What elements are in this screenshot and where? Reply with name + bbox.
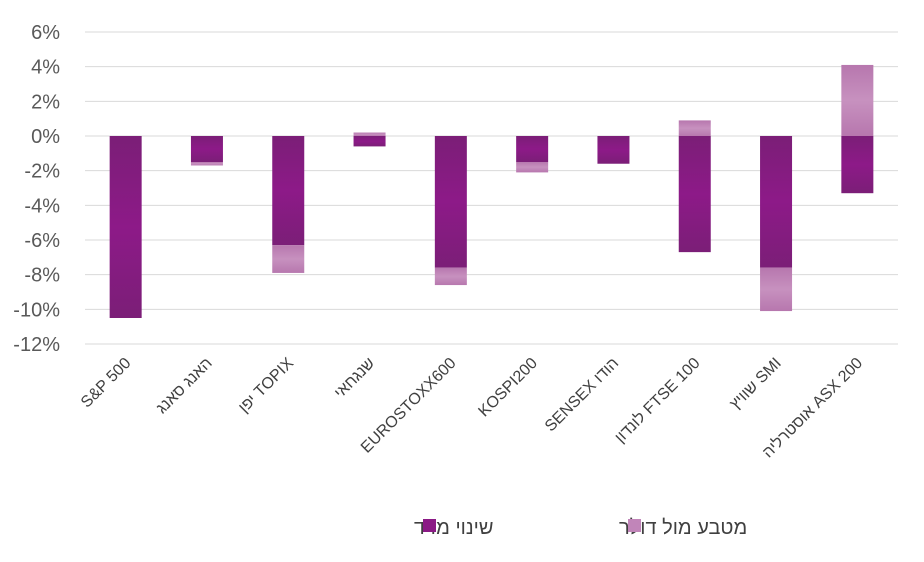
y-tick-label: -2% (24, 161, 60, 183)
bar-segment-currency (434, 267, 467, 286)
legend-swatch-currency (628, 519, 641, 532)
legend: שינוי מדד מטבע מול דולר (414, 517, 747, 539)
legend-swatch-index-change (423, 519, 436, 532)
bar-segment-index-change (760, 136, 793, 268)
x-tick-label: שנגחאי (331, 355, 378, 402)
bar-segment-index-change (434, 136, 467, 268)
legend-label-currency: מטבע מול דולר (619, 517, 747, 539)
y-tick-label: 2% (31, 91, 60, 113)
y-tick-label: -8% (24, 265, 60, 287)
bar-segment-currency (678, 120, 711, 136)
bar-segment-currency (841, 64, 874, 136)
bar-segment-currency (190, 162, 223, 166)
x-axis-ticks: S&P 500 האנג סאנג יפן TOPIX שנגחאיEUROSTOXX… (78, 354, 866, 461)
y-axis-ticks: 6% 4% 2% 0% -2% -4% -6% -8% -10% -12% (13, 22, 60, 356)
y-tick-label: -10% (13, 299, 60, 321)
x-tick-label: S&P 500 (78, 355, 135, 412)
y-tick-label: -12% (13, 334, 60, 356)
bar-segment-index-change (272, 136, 305, 246)
bar-segment-index-change (353, 136, 386, 147)
bar-segment-index-change (841, 136, 874, 194)
x-tick-label: KOSPI200 (475, 355, 541, 421)
y-tick-label: 0% (31, 126, 60, 148)
y-tick-label: 4% (31, 57, 60, 79)
bar-segment-currency (516, 162, 549, 173)
bar-segment-index-change (190, 136, 223, 162)
bar-segment-index-change (109, 136, 142, 318)
x-tick-label: יפן TOPIX (236, 355, 298, 417)
bar-segment-currency (760, 267, 793, 312)
x-tick-label: שוויץ SMI (727, 355, 785, 413)
bar-segment-index-change (678, 136, 711, 253)
bar-segment-index-change (597, 136, 630, 164)
y-tick-label: 6% (31, 22, 60, 44)
y-tick-label: -6% (24, 230, 60, 252)
y-tick-label: -4% (24, 195, 60, 217)
bars (109, 64, 874, 318)
x-tick-label: SENSEX הודו (542, 355, 622, 435)
bar-segment-index-change (516, 136, 549, 162)
bar-segment-currency (272, 245, 305, 273)
bar-segment-currency (353, 132, 386, 136)
x-tick-label: לונדון FTSE 100 (611, 354, 703, 446)
x-tick-label: האנג סאנג (153, 355, 215, 417)
